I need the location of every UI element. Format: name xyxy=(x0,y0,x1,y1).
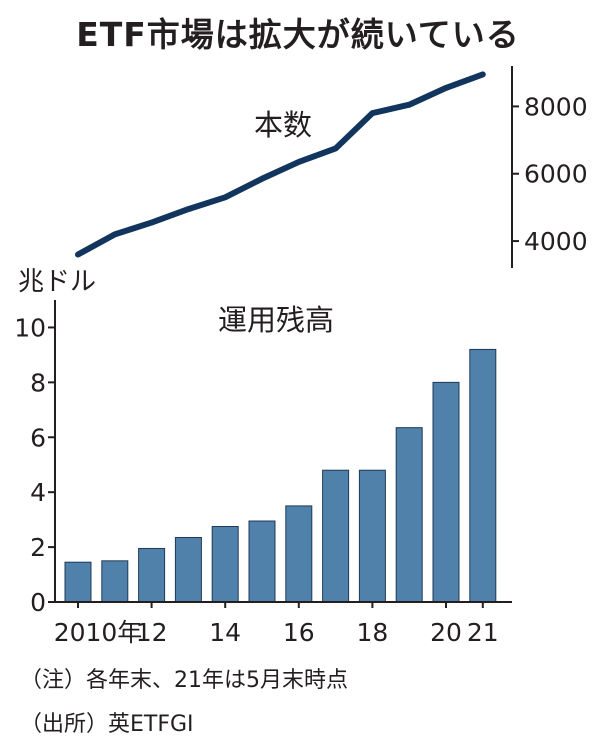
bar-2016 xyxy=(285,505,313,603)
bar-2015 xyxy=(248,520,276,603)
line-chart-panel: 4000 6000 8000 本数 xyxy=(75,66,588,268)
bar-2013 xyxy=(174,536,202,603)
bar-x-tick-label: 12 xyxy=(136,618,168,647)
bar-y-tick-label: 10 xyxy=(14,313,46,342)
line-y-tick-label: 8000 xyxy=(524,92,588,121)
line-y-tick-label: 4000 xyxy=(524,227,588,256)
bar-y-tick-label: 2 xyxy=(30,533,46,562)
line-chart-y-ticks: 4000 6000 8000 xyxy=(512,92,588,256)
bar-x-tick-label: 18 xyxy=(356,618,388,647)
bar-x-tick-label: 14 xyxy=(209,618,241,647)
bar-2014 xyxy=(211,526,239,603)
bar-series xyxy=(64,348,497,603)
bar-x-tick-label: 20 xyxy=(430,618,462,647)
bar-2019 xyxy=(395,427,423,603)
chart-title: ETF市場は拡大が続いている xyxy=(76,15,520,54)
bar-y-tick-label: 0 xyxy=(30,588,46,617)
bar-y-tick-label: 6 xyxy=(30,423,46,452)
etf-chart: 4000 6000 8000 本数 兆ドル 運用残高 0 2 4 6 8 10 2010年12… xyxy=(14,66,588,647)
bar-2021 xyxy=(469,348,497,603)
bar-2012 xyxy=(138,547,166,603)
bar-2017 xyxy=(322,469,350,603)
footnote: （注）各年末、21年は5月末時点 xyxy=(20,668,348,693)
bar-chart-y-ticks: 0 2 4 6 8 10 xyxy=(14,313,55,617)
bar-y-tick-label: 4 xyxy=(30,478,46,507)
bar-2010 xyxy=(64,561,92,603)
line-chart-title: 本数 xyxy=(254,108,312,142)
bar-chart-unit-label: 兆ドル xyxy=(18,267,96,297)
bar-y-tick-label: 8 xyxy=(30,368,46,397)
line-series-path xyxy=(75,71,486,258)
bar-x-tick-label: 21 xyxy=(467,618,499,647)
bar-2018 xyxy=(358,469,386,603)
bar-2011 xyxy=(101,560,129,603)
bar-2020 xyxy=(432,381,460,603)
source-note: （出所）英ETFGI xyxy=(20,712,194,737)
bar-x-tick-label: 2010年 xyxy=(54,618,143,647)
line-y-tick-label: 6000 xyxy=(524,160,588,189)
bar-chart-title: 運用残高 xyxy=(218,303,334,337)
bar-x-tick-label: 16 xyxy=(283,618,315,647)
